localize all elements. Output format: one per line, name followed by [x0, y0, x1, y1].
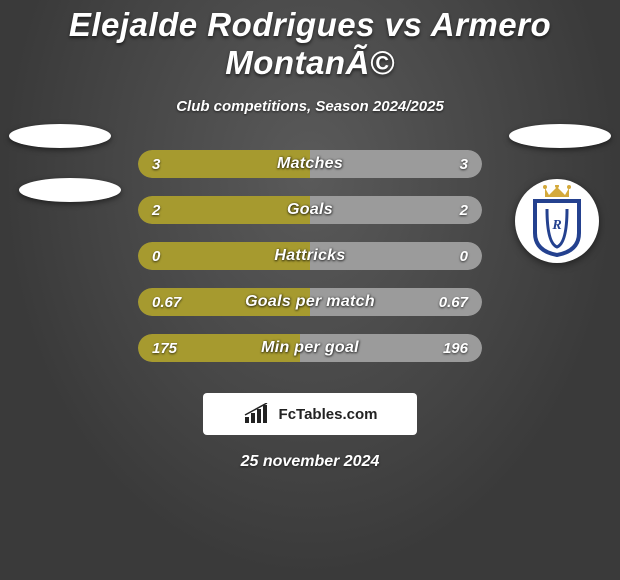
stat-bar: 33Matches	[138, 150, 482, 178]
stat-bar: 0.670.67Goals per match	[138, 288, 482, 316]
stat-row: 33Matches	[0, 141, 620, 187]
stat-row: 22Goals	[0, 187, 620, 233]
generated-date: 25 november 2024	[0, 453, 620, 471]
stat-label: Min per goal	[138, 334, 482, 362]
stat-bar: 175196Min per goal	[138, 334, 482, 362]
brand-box[interactable]: FcTables.com	[203, 393, 417, 435]
stat-label: Hattricks	[138, 242, 482, 270]
stat-bar: 00Hattricks	[138, 242, 482, 270]
brand-text: FcTables.com	[279, 406, 378, 423]
bars-icon	[243, 403, 273, 425]
stats-comparison: 33Matches 22Goals 00Hattricks 0.670.67Goals…	[0, 141, 620, 371]
stat-row: 00Hattricks	[0, 233, 620, 279]
stat-row: 0.670.67Goals per match	[0, 279, 620, 325]
stat-label: Matches	[138, 150, 482, 178]
stat-label: Goals	[138, 196, 482, 224]
stat-label: Goals per match	[138, 288, 482, 316]
page-title: Elejalde Rodrigues vs Armero MontanÃ©	[0, 0, 620, 82]
stat-row: 175196Min per goal	[0, 325, 620, 371]
stat-bar: 22Goals	[138, 196, 482, 224]
page-subtitle: Club competitions, Season 2024/2025	[0, 98, 620, 115]
